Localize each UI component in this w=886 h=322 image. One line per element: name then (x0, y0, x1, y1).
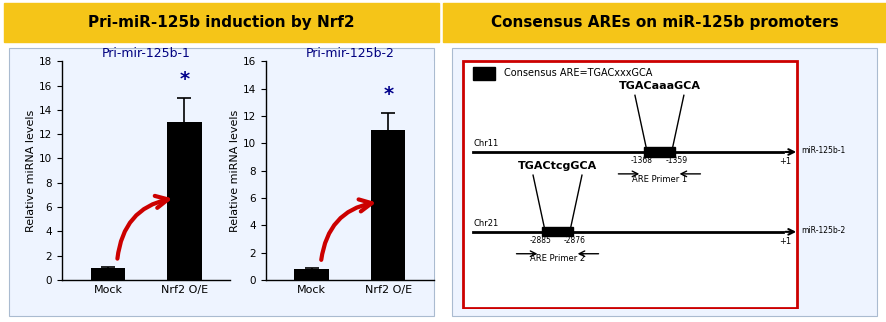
Text: -1368: -1368 (631, 156, 653, 165)
Text: Chr21: Chr21 (474, 219, 499, 228)
Text: miR-125b-2: miR-125b-2 (801, 226, 845, 235)
Y-axis label: Relative miRNA levels: Relative miRNA levels (27, 109, 36, 232)
Text: -2876: -2876 (563, 236, 586, 245)
Text: TGACaaaGCA: TGACaaaGCA (618, 81, 701, 91)
Text: TGACtcgGCA: TGACtcgGCA (518, 161, 597, 171)
Title: Pri-mir-125b-2: Pri-mir-125b-2 (306, 47, 394, 60)
FancyBboxPatch shape (462, 61, 797, 308)
Text: Consensus ARE=TGACxxxGCA: Consensus ARE=TGACxxxGCA (503, 68, 652, 79)
Text: ARE Primer 2: ARE Primer 2 (530, 254, 585, 263)
Bar (542, 227, 572, 236)
FancyBboxPatch shape (4, 3, 439, 42)
FancyBboxPatch shape (443, 3, 886, 42)
Bar (294, 269, 329, 280)
Text: ARE Primer 1: ARE Primer 1 (632, 175, 687, 184)
Text: miR-125b-1: miR-125b-1 (801, 146, 845, 155)
Bar (167, 122, 202, 280)
Text: -1359: -1359 (665, 156, 688, 165)
Title: Pri-mir-125b-1: Pri-mir-125b-1 (102, 47, 190, 60)
Bar (644, 147, 675, 156)
Text: +1: +1 (779, 237, 791, 246)
Text: Pri-miR-125b induction by Nrf2: Pri-miR-125b induction by Nrf2 (89, 15, 354, 30)
Text: *: * (179, 70, 190, 89)
Bar (90, 268, 125, 280)
FancyBboxPatch shape (9, 48, 434, 316)
FancyBboxPatch shape (452, 48, 877, 316)
Text: *: * (383, 85, 393, 104)
Text: +1: +1 (779, 157, 791, 166)
Bar (473, 67, 495, 80)
Y-axis label: Relative miRNA levels: Relative miRNA levels (230, 109, 240, 232)
Text: -2885: -2885 (529, 236, 551, 245)
Text: Consensus AREs on miR-125b promoters: Consensus AREs on miR-125b promoters (491, 15, 838, 30)
Bar (371, 130, 406, 280)
Text: Chr11: Chr11 (474, 139, 499, 148)
